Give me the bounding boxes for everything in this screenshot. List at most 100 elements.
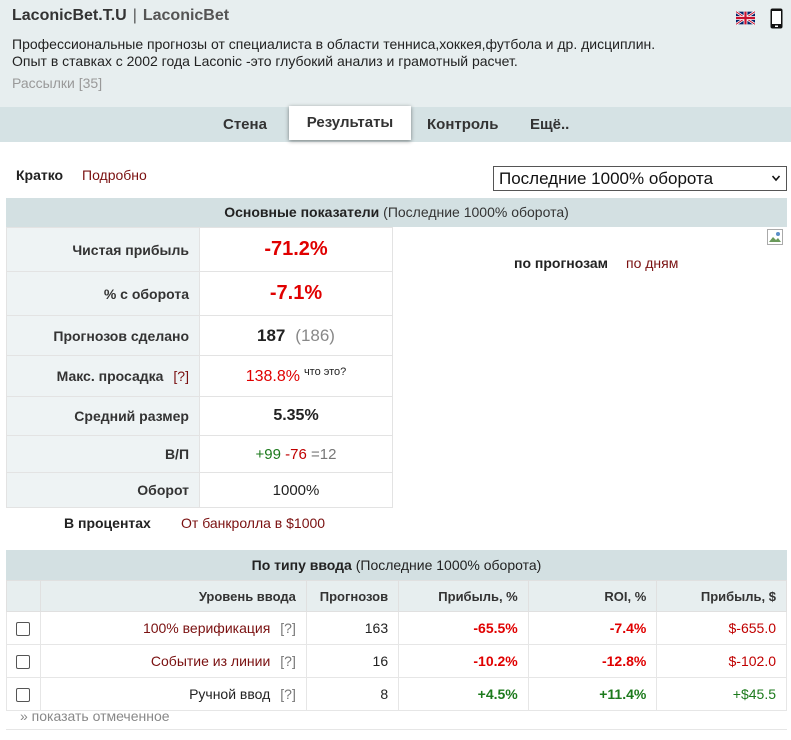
profit-usd-cell: +$45.5 — [656, 677, 787, 711]
stat-value: 1000% — [199, 472, 393, 508]
profit-usd-cell: $-655.0 — [656, 611, 787, 645]
subscriptions-link[interactable]: Рассылки [35] — [12, 75, 103, 91]
wins-value: +99 — [255, 445, 281, 463]
level-link[interactable]: Ручной ввод — [189, 686, 271, 702]
drawdown-help-link[interactable]: [?] — [173, 368, 189, 384]
tab-wall[interactable]: Стена — [223, 116, 267, 133]
stat-label: Прогнозов сделано — [6, 315, 200, 356]
main-stats-header: Основные показатели (Последние 1000% обо… — [6, 198, 787, 227]
forecasts-secondary: (186) — [295, 325, 335, 345]
tab-results[interactable]: Результаты — [289, 106, 411, 140]
level-link[interactable]: 100% верификация — [142, 620, 271, 636]
row-checkbox[interactable] — [16, 688, 31, 703]
main-nav: Стена Результаты Контроль Ещё.. — [0, 106, 791, 142]
avg-size-value: 5.35% — [273, 407, 319, 424]
column-forecasts: Прогнозов — [305, 580, 400, 612]
description-line-1: Профессиональные прогнозы от специалиста… — [12, 36, 656, 52]
draws-value: =12 — [311, 445, 337, 463]
show-selected-link[interactable]: » показать отмеченное — [20, 708, 170, 724]
level-link[interactable]: Событие из линии — [150, 653, 271, 669]
drawdown-what-is-this[interactable]: что это? — [303, 366, 347, 378]
column-profit-pct: Прибыль, % — [398, 580, 529, 612]
input-type-table: Уровень ввода Прогнозов Прибыль, % ROI, … — [6, 580, 787, 711]
stat-value: +99 -76 =12 — [199, 435, 393, 473]
stat-value: 187 (186) — [199, 315, 393, 356]
title-separator: | — [132, 7, 137, 24]
main-stats-table: Чистая прибыль -71.2% % с оборота -7.1% … — [6, 227, 393, 508]
stat-value: 138.8% что это? — [199, 355, 393, 397]
site-title: LaconicBet.T.U | LaconicBet — [12, 7, 229, 25]
stat-row-wl: В/П +99 -76 =12 — [6, 435, 393, 473]
stat-label: Макс. просадка [?] — [6, 355, 200, 397]
roi-cell: -7.4% — [527, 611, 658, 645]
stat-row-drawdown: Макс. просадка [?] 138.8% что это? — [6, 355, 393, 397]
capper-name[interactable]: LaconicBet — [142, 7, 230, 24]
description-line-2: Опыт в ставках с 2002 года Laconic -это … — [12, 53, 518, 69]
row-checkbox[interactable] — [16, 655, 31, 670]
stat-value: -71.2% — [199, 227, 393, 272]
chart-by-forecast[interactable]: по прогнозам — [514, 255, 609, 271]
profit-pct-cell: -10.2% — [398, 644, 529, 678]
view-detail-link[interactable]: Подробно — [82, 167, 147, 183]
stat-label: В/П — [6, 435, 200, 473]
column-level: Уровень ввода — [39, 580, 307, 612]
level-cell: Событие из линии [?] — [39, 644, 307, 678]
checkbox-column-header — [6, 580, 41, 612]
profit-pct-cell: -65.5% — [398, 611, 529, 645]
column-roi: ROI, % — [527, 580, 658, 612]
forecasts-value: 187 — [257, 325, 286, 345]
input-type-title: По типу ввода — [251, 557, 352, 573]
input-type-period: (Последние 1000% оборота) — [355, 557, 542, 573]
forecasts-cell: 163 — [305, 611, 400, 645]
stat-label: % с оборота — [6, 271, 200, 316]
roi-cell: -12.8% — [527, 644, 658, 678]
level-cell: Ручной ввод [?] — [39, 677, 307, 711]
broken-image-icon — [767, 229, 783, 245]
stat-row-net-profit: Чистая прибыль -71.2% — [6, 227, 393, 272]
stat-value: -7.1% — [199, 271, 393, 316]
profit-usd-cell: $-102.0 — [656, 644, 787, 678]
stat-row-avg-size: Средний размер 5.35% — [6, 396, 393, 436]
tab-control[interactable]: Контроль — [427, 116, 499, 133]
period-select[interactable]: Последние 1000% оборота — [493, 166, 787, 191]
stat-label: Чистая прибыль — [6, 227, 200, 272]
level-help-link[interactable]: [?] — [280, 620, 296, 636]
stat-row-turnover: Оборот 1000% — [6, 472, 393, 508]
row-checkbox-cell — [6, 611, 41, 645]
table-row: 100% верификация [?] 163 -65.5% -7.4% $-6… — [6, 611, 787, 645]
level-help-link[interactable]: [?] — [280, 653, 296, 669]
drawdown-label: Макс. просадка — [56, 368, 164, 384]
row-checkbox-cell — [6, 644, 41, 678]
capper-title[interactable]: LaconicBet.T.U — [12, 7, 127, 24]
losses-value: -76 — [285, 445, 307, 463]
level-help-link[interactable]: [?] — [280, 686, 296, 702]
chart-by-day-link[interactable]: по дням — [626, 255, 679, 271]
stat-value: 5.35% — [199, 396, 393, 436]
level-cell: 100% верификация [?] — [39, 611, 307, 645]
chevron-down-icon — [772, 175, 780, 182]
capper-description: Профессиональные прогнозы от специалиста… — [12, 36, 782, 70]
tab-more[interactable]: Ещё.. — [530, 116, 570, 133]
input-type-header: По типу ввода (Последние 1000% оборота) — [6, 550, 787, 580]
turnover-value: 1000% — [272, 481, 320, 499]
column-profit-usd: Прибыль, $ — [656, 580, 787, 612]
main-stats-period: (Последние 1000% оборота) — [383, 204, 569, 220]
main-stats-title: Основные показатели — [224, 204, 380, 220]
drawdown-value: 138.8% — [245, 368, 300, 385]
stat-row-turnover-pct: % с оборота -7.1% — [6, 271, 393, 316]
uk-flag-icon[interactable] — [736, 11, 755, 25]
view-brief[interactable]: Кратко — [16, 167, 64, 183]
stat-label: Средний размер — [6, 396, 200, 436]
table-row: Событие из линии [?] 16 -10.2% -12.8% $-1… — [6, 644, 787, 678]
mobile-phone-icon[interactable] — [770, 8, 783, 29]
mode-bankroll-link[interactable]: От банкролла в $1000 — [181, 515, 326, 531]
roi-cell: +11.4% — [527, 677, 658, 711]
divider — [6, 729, 787, 730]
row-checkbox[interactable] — [16, 622, 31, 637]
table-row: Ручной ввод [?] 8 +4.5% +11.4% +$45.5 — [6, 677, 787, 711]
turnover-pct-value: -7.1% — [269, 282, 323, 304]
period-select-value: Последние 1000% оборота — [499, 169, 714, 188]
page-header: LaconicBet.T.U | LaconicBet Профессиональн… — [0, 0, 791, 107]
mode-percent[interactable]: В процентах — [64, 515, 151, 531]
stat-label: Оборот — [6, 472, 200, 508]
